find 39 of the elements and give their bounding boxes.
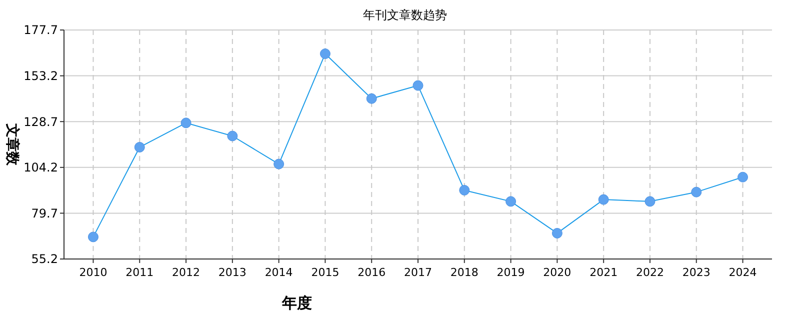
y-tick-label: 79.7 (31, 206, 58, 220)
x-tick-label: 2018 (450, 266, 478, 279)
x-tick-label: 2010 (79, 266, 108, 279)
point (459, 184, 470, 196)
x-tick-label: 2012 (172, 266, 200, 279)
point (180, 118, 192, 128)
point (552, 228, 562, 238)
x-tick-label: 2016 (358, 266, 386, 279)
point (598, 194, 609, 205)
x-tick-label: 2023 (682, 266, 710, 279)
y-axis-title: 文章数 (4, 122, 21, 166)
x-tick-label: 2019 (496, 266, 525, 279)
x-tick-label: 2011 (126, 266, 154, 279)
point (320, 48, 330, 59)
x-tick-label: 2024 (728, 266, 757, 279)
point (412, 80, 424, 91)
point (691, 186, 702, 198)
point (88, 232, 98, 242)
point (366, 93, 377, 104)
y-tick-label: 104.2 (24, 160, 58, 175)
x-tick-label: 2021 (590, 266, 618, 279)
y-tick-label: 55.2 (31, 252, 58, 266)
x-axis-title: 年度 (281, 294, 312, 312)
x-tick-label: 2017 (404, 266, 432, 279)
y-tick-label: 128.7 (24, 114, 58, 129)
point (644, 196, 656, 207)
y-tick-label: 177.7 (24, 23, 58, 38)
x-tick-label: 2020 (543, 266, 572, 279)
chart-title: 年刊文章数趋势 (363, 8, 447, 22)
x-tick-label: 2014 (264, 266, 293, 279)
y-tick-label: 153.2 (24, 69, 58, 83)
x-tick-label: 2013 (218, 266, 246, 279)
x-tick-label: 2022 (636, 266, 664, 279)
point (134, 142, 145, 152)
point (738, 172, 748, 182)
point (274, 158, 284, 170)
point (227, 130, 238, 142)
point (506, 196, 516, 207)
x-tick-label: 2015 (311, 266, 340, 279)
